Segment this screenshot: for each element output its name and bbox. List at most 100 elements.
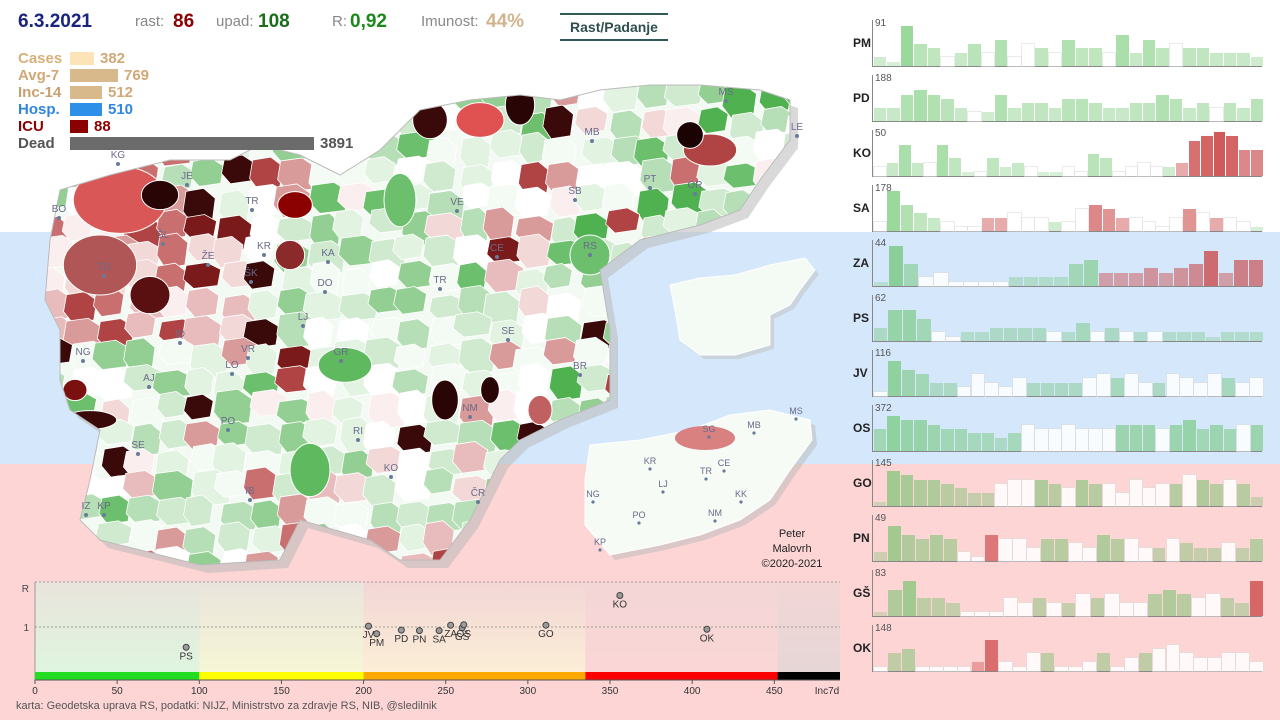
region-max-value: 44 — [875, 238, 887, 249]
region-bar — [1129, 103, 1142, 121]
region-bar — [1251, 149, 1263, 176]
scatter-x-tick: 250 — [437, 686, 454, 697]
region-bar — [967, 225, 982, 233]
scatter-color-band — [777, 672, 840, 680]
region-baseline — [872, 561, 1262, 562]
region-baseline — [872, 671, 1262, 672]
region-label: PS — [853, 311, 870, 325]
region-bar — [1101, 483, 1117, 507]
map-region-label: LE — [791, 122, 804, 133]
region-bar — [1132, 601, 1149, 617]
r-value: 0,92 — [350, 11, 387, 32]
rast-padanje-toggle-button[interactable]: Rast/Padanje — [560, 13, 668, 41]
stat-value: 512 — [108, 84, 134, 101]
map-region-label: NM — [462, 403, 478, 414]
region-bar — [1210, 484, 1223, 506]
scatter-point-label: KO — [613, 600, 628, 611]
region-label: JV — [853, 366, 868, 380]
source-footnote: karta: Geodetska uprava RS, podatki: NIJ… — [16, 700, 437, 712]
region-bar — [1101, 428, 1117, 452]
region-bar — [911, 162, 924, 176]
region-bar — [1177, 594, 1191, 616]
region-row-pn: PN 49 — [845, 513, 1275, 568]
region-bar — [1183, 420, 1196, 451]
map-region-label: RI — [353, 426, 363, 437]
map-region-label: KO — [384, 463, 399, 474]
region-bar — [1223, 429, 1237, 451]
region-bar — [1069, 382, 1082, 396]
region-bar — [1210, 217, 1223, 231]
region-bar — [981, 217, 995, 231]
region-bar — [915, 539, 929, 561]
map-region-label: DO — [318, 278, 333, 289]
scatter-x-axis-label: Inc7d — [815, 686, 839, 697]
mini-map-label: TR — [700, 466, 712, 476]
region-bar — [970, 373, 986, 397]
region-row-sa: SA 178 — [845, 183, 1275, 238]
imunost-value: 44% — [486, 11, 525, 32]
region-bar — [1156, 94, 1169, 121]
region-bar — [1069, 264, 1083, 286]
region-bar — [1081, 546, 1097, 562]
region-bar — [1102, 107, 1116, 121]
region-bar — [1081, 661, 1097, 672]
mini-map-marker — [713, 519, 717, 523]
region-label: OK — [853, 641, 871, 655]
map-region-label: KA — [321, 248, 335, 259]
region-bar — [942, 665, 958, 673]
map-city-marker — [102, 513, 106, 517]
scatter-color-band — [585, 672, 778, 680]
region-bar — [968, 44, 981, 66]
region-bar — [1012, 162, 1024, 176]
region-max-value: 49 — [875, 513, 887, 524]
map-city-marker — [136, 452, 140, 456]
mini-map-marker — [648, 467, 652, 471]
region-bar — [1221, 652, 1237, 672]
region-bar — [1207, 373, 1223, 397]
region-bar — [915, 374, 929, 396]
region-bar — [1250, 57, 1263, 66]
region-bar — [1062, 39, 1075, 66]
mini-map-label: NG — [586, 489, 600, 499]
region-bar — [899, 145, 911, 176]
region-bar — [1175, 162, 1188, 176]
region-bar — [1137, 381, 1153, 397]
mini-map-marker — [661, 490, 665, 494]
map-region-label: SE — [131, 440, 145, 451]
region-bar — [941, 429, 954, 451]
region-bar — [887, 415, 900, 451]
stat-bar — [70, 86, 102, 99]
map-region-label: VE — [450, 197, 464, 208]
stat-bar — [70, 103, 102, 116]
region-bar — [1193, 656, 1209, 672]
scatter-point-ok — [703, 625, 711, 633]
region-bar — [927, 217, 941, 231]
region-bar — [1084, 259, 1098, 286]
scatter-x-tick: 400 — [684, 686, 701, 697]
region-bar — [1048, 107, 1062, 121]
scatter-x-tick: 200 — [355, 686, 372, 697]
region-bar — [1110, 539, 1124, 561]
region-bar — [962, 171, 974, 176]
map-city-marker — [468, 415, 472, 419]
stat-bar — [70, 69, 118, 82]
region-bar — [1037, 171, 1050, 176]
region-bar — [930, 331, 947, 342]
mini-map-highlight — [675, 426, 735, 450]
region-bar — [968, 492, 981, 506]
region-bar — [902, 310, 917, 341]
region-label: PD — [853, 91, 870, 105]
region-label: PN — [853, 531, 870, 545]
map-region-label: LJ — [298, 312, 309, 323]
region-row-ko: KO 50 — [845, 128, 1275, 183]
region-bar — [888, 310, 902, 341]
region-bar — [1137, 161, 1151, 177]
scatter-point-ps — [182, 643, 190, 651]
region-bar — [1249, 259, 1263, 286]
scatter-point-pn — [415, 627, 423, 635]
region-label: GŠ — [853, 586, 871, 600]
region-bar — [1007, 478, 1022, 507]
region-axis — [872, 75, 873, 121]
region-bar — [981, 112, 995, 121]
